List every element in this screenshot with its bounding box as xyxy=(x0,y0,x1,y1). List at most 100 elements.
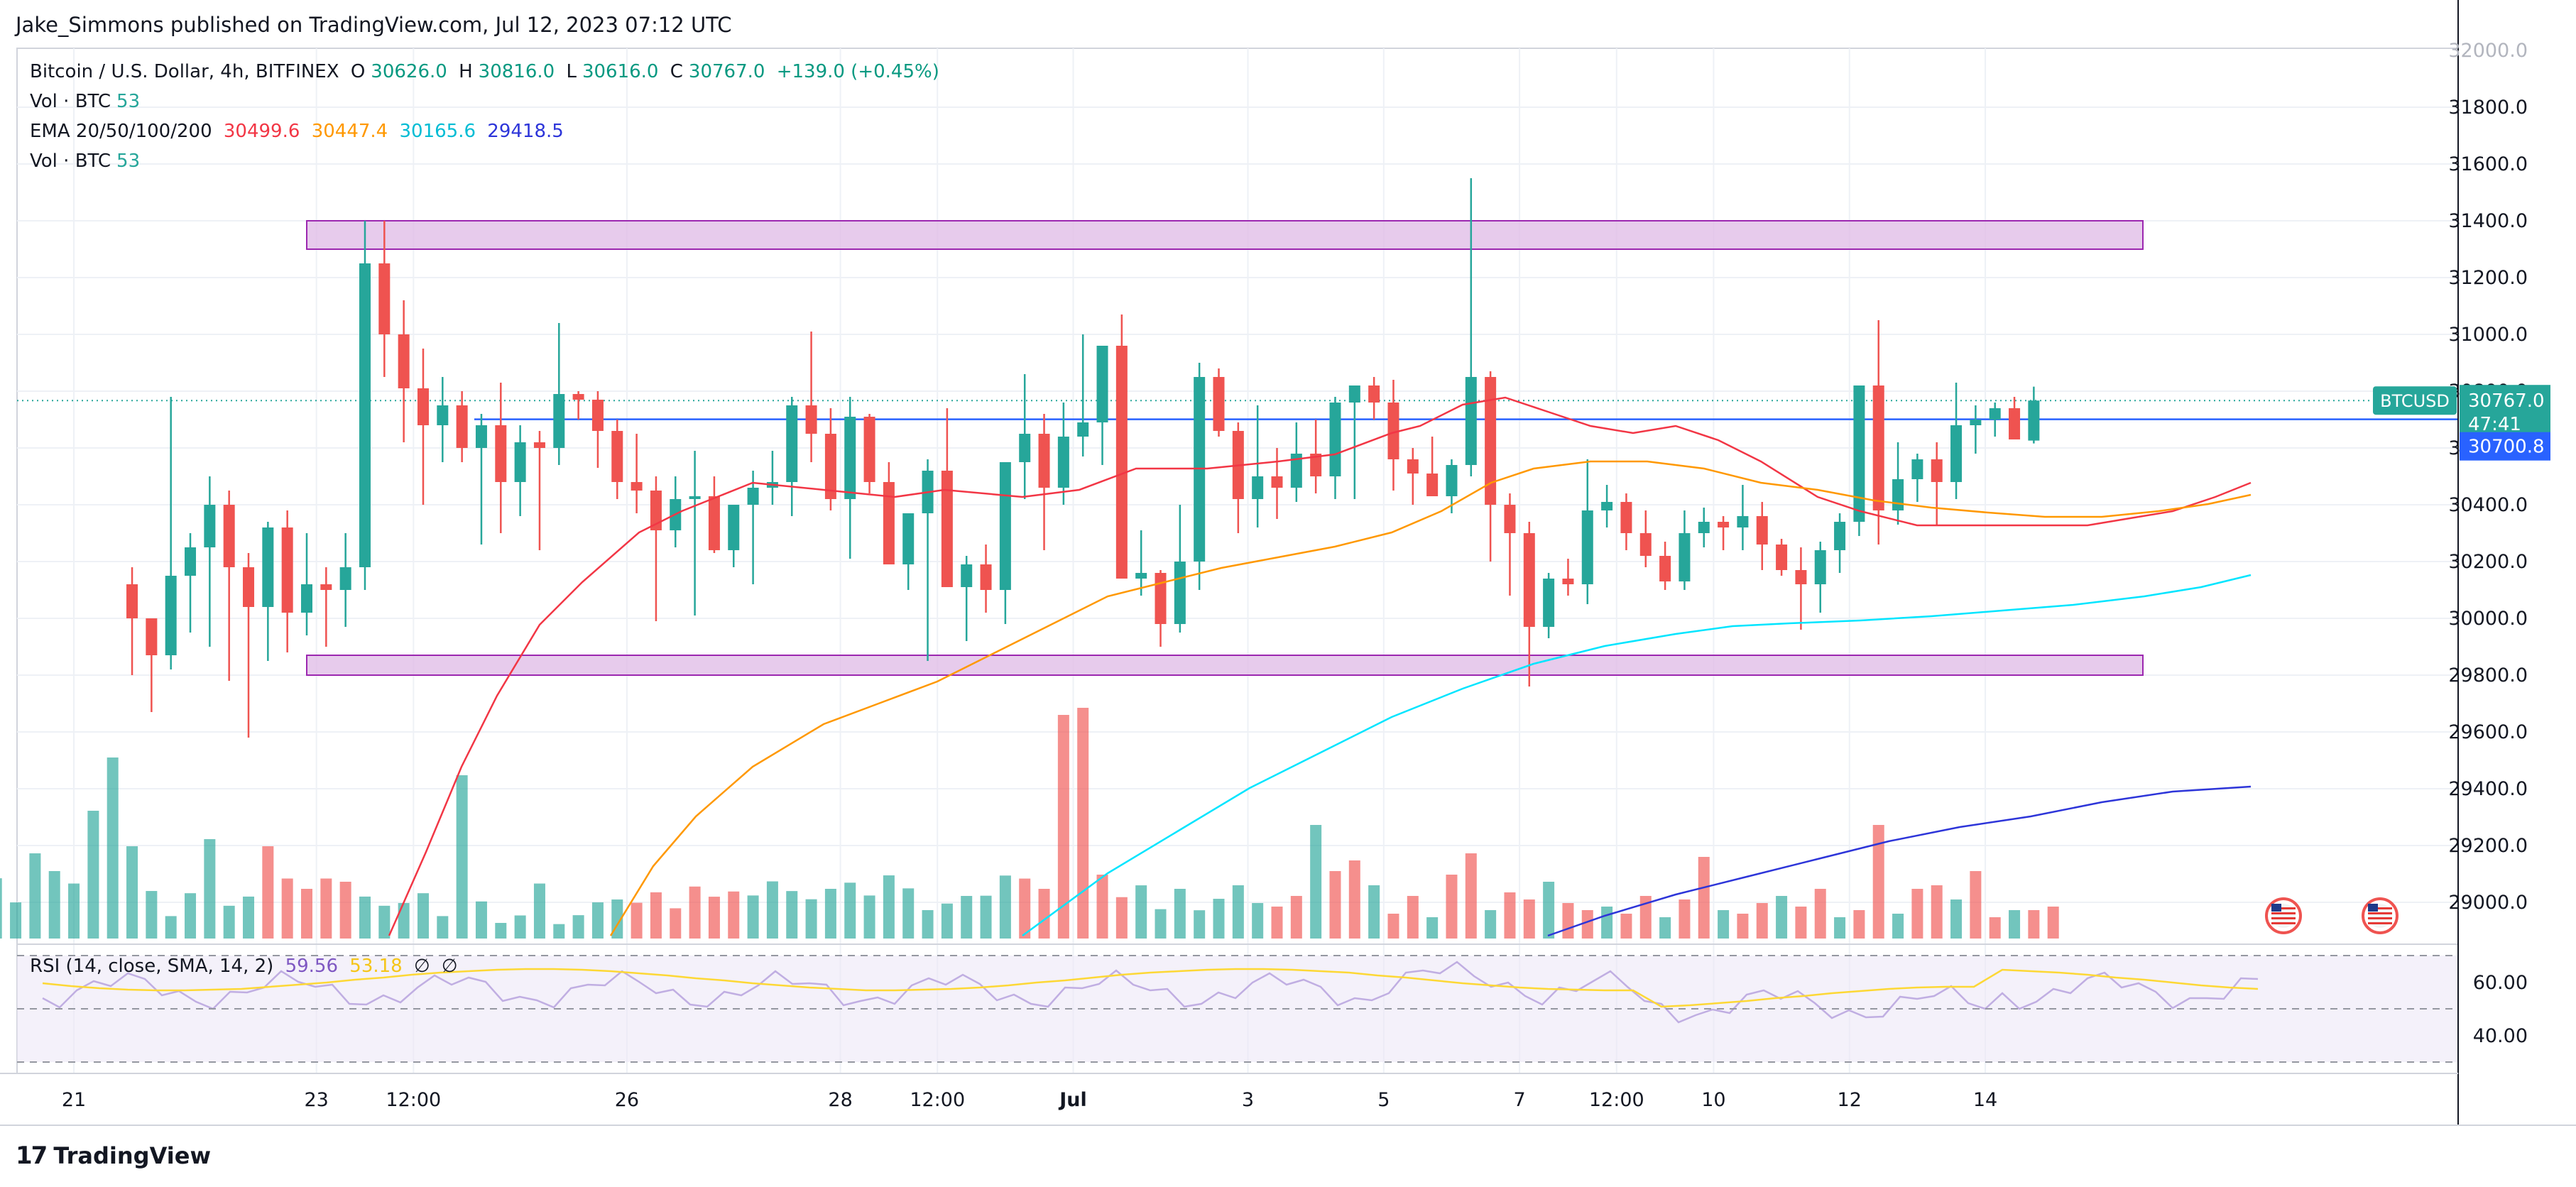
candle-body xyxy=(631,482,643,491)
price-tick-label: 29400.0 xyxy=(2448,778,2528,800)
candle-body xyxy=(1329,403,1341,476)
candle-body xyxy=(1814,550,1826,584)
candle-body xyxy=(1019,434,1031,462)
flag-stripe xyxy=(2368,922,2392,924)
volume-bar xyxy=(747,895,759,939)
volume-bar xyxy=(631,902,643,939)
volume-bar xyxy=(165,916,177,939)
candle-body xyxy=(863,417,875,482)
volume-bar xyxy=(87,811,99,939)
volume-bar xyxy=(1698,857,1710,939)
support-resistance-zones xyxy=(17,220,2458,676)
legend-ema: EMA 20/50/100/200 30499.6 30447.4 30165.… xyxy=(30,121,569,142)
candle-body xyxy=(1756,516,1768,545)
volume-bar xyxy=(48,871,60,939)
candle-body xyxy=(1892,479,1904,510)
candle-body xyxy=(1853,385,1865,522)
volume-bar xyxy=(378,905,391,939)
candle-body xyxy=(689,496,701,499)
candle-body xyxy=(1970,420,1982,425)
candle-body xyxy=(398,334,410,388)
volume-bar xyxy=(243,896,255,939)
volume-bar xyxy=(1329,871,1341,939)
volume-bar xyxy=(786,891,798,939)
tradingview-brand[interactable]: 17 TradingView xyxy=(16,1142,211,1170)
flag-canton xyxy=(2368,904,2378,912)
candle-body xyxy=(1718,522,1730,527)
open-value: 30626.0 xyxy=(371,61,447,82)
price-tick-label: 29600.0 xyxy=(2448,721,2528,743)
candle-body xyxy=(475,425,487,448)
volume-bar xyxy=(1038,889,1050,939)
flag-stripe xyxy=(2368,907,2392,909)
candle-body xyxy=(1096,346,1108,422)
volume-bar xyxy=(2047,907,2059,939)
candle-body xyxy=(2009,408,2021,439)
resistance-zone xyxy=(306,220,2144,250)
high-value: 30816.0 xyxy=(478,61,555,82)
volume-bar xyxy=(1232,885,1244,939)
candle-body xyxy=(1581,510,1593,584)
candle-body xyxy=(301,584,312,613)
volume-bar xyxy=(1446,875,1458,939)
close-value: 30767.0 xyxy=(688,61,765,82)
volume-bar xyxy=(68,883,80,939)
volume-bar xyxy=(1737,914,1749,939)
volume-bar xyxy=(1601,907,1613,939)
volume-bar xyxy=(1659,917,1671,939)
candle-body xyxy=(1271,476,1283,488)
candle-body xyxy=(1038,434,1050,488)
candle-body xyxy=(378,263,391,334)
rsi-sma-line xyxy=(42,968,2259,1008)
ema100-line xyxy=(1022,574,2252,937)
volume-bar xyxy=(1077,708,1089,939)
volume-bar xyxy=(185,893,197,939)
volume-bar xyxy=(1853,910,1865,939)
volume-bar xyxy=(514,915,526,939)
volume-bar xyxy=(262,846,274,939)
volume-bar xyxy=(301,889,312,939)
vol-label: Vol · BTC xyxy=(30,91,111,112)
time-tick-label: 10 xyxy=(1701,1089,1725,1111)
low-label: L xyxy=(566,61,577,82)
ema20-line xyxy=(388,396,2252,936)
candle-body xyxy=(223,505,235,567)
symbol-tag-label: BTCUSD xyxy=(2380,391,2450,411)
candle-body xyxy=(339,567,351,590)
volume-bar xyxy=(1504,892,1516,939)
flag-stripe xyxy=(2271,922,2296,924)
candle-body xyxy=(941,471,953,587)
volume-bar xyxy=(961,896,973,939)
candle-body xyxy=(514,442,526,482)
candle-body xyxy=(146,618,158,655)
flag-stripe xyxy=(2271,912,2296,914)
candle-body xyxy=(1057,437,1069,488)
candle-body xyxy=(1115,346,1128,579)
us-flag-icon xyxy=(2362,897,2398,934)
volume-bar xyxy=(1096,875,1108,939)
volume-bar xyxy=(591,902,604,939)
candle-body xyxy=(1795,570,1807,584)
candle-body xyxy=(1077,422,1089,437)
candle-body xyxy=(572,394,584,400)
flag-stripe xyxy=(2271,907,2296,909)
bar-countdown: 47:41 xyxy=(2468,414,2521,435)
candle-body xyxy=(1446,465,1458,496)
candle-body xyxy=(1504,505,1516,533)
legend-symbol: Bitcoin / U.S. Dollar, 4h, BITFINEX xyxy=(30,61,339,82)
candle-body xyxy=(1155,573,1167,624)
volume-bar xyxy=(1426,917,1439,939)
legend-volume: Vol · BTC 53 xyxy=(30,91,146,112)
volume-bar xyxy=(902,888,915,939)
volume-bar xyxy=(146,891,158,939)
candle-body xyxy=(844,417,856,499)
volume-bar xyxy=(1213,899,1225,939)
time-tick-label: 23 xyxy=(304,1089,328,1111)
close-label: C xyxy=(670,61,683,82)
flag-stripe xyxy=(2368,912,2392,914)
candle-body xyxy=(961,564,973,587)
volume-bar xyxy=(1872,825,1884,939)
candle-body xyxy=(437,405,449,425)
volume-bar xyxy=(766,881,778,939)
